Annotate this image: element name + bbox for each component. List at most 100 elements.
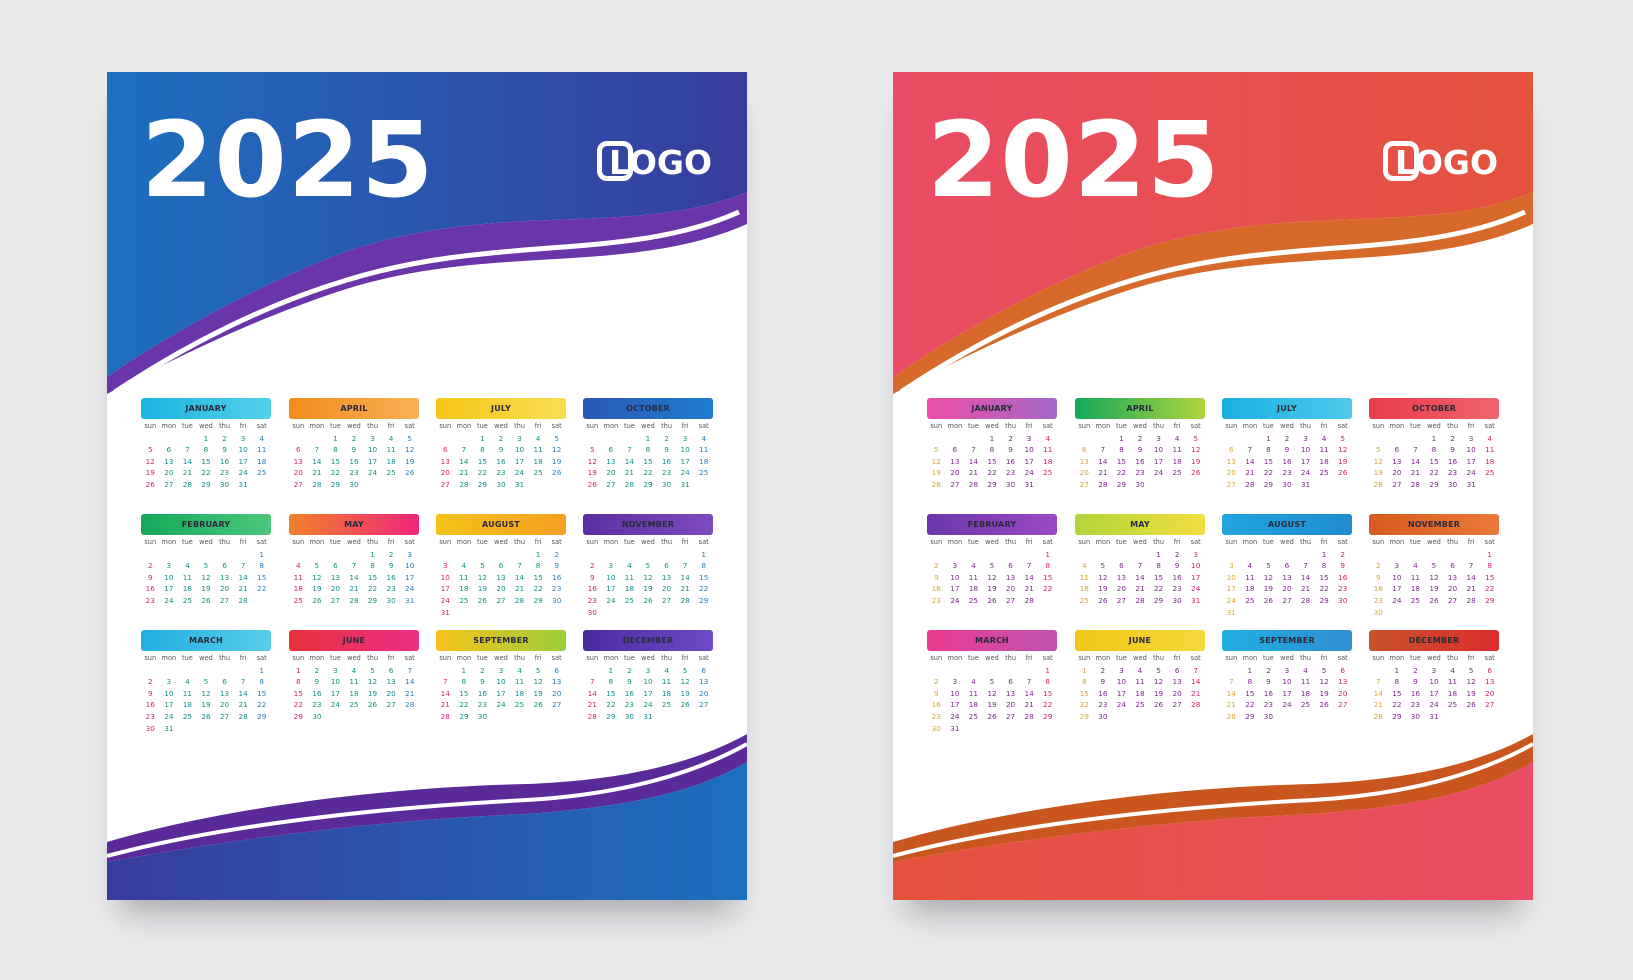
day-cell: 18 (968, 584, 979, 594)
weekday-label: sun (930, 654, 943, 662)
day-cell: 28 (624, 479, 635, 489)
day-cell: 26 (1429, 595, 1439, 605)
day-cell: 10 (1024, 445, 1034, 455)
day-cell: 16 (1005, 456, 1016, 466)
day-grid: sun mon tue wed thu fri sat 1 2 3 4 5 6 7 8 9 10 11 12 13 14… (289, 537, 419, 607)
weekday-label: thu (1005, 538, 1017, 546)
empty-cell (1075, 433, 1094, 445)
day-cell: 30 (349, 479, 359, 489)
day-cell: 31 (405, 595, 415, 605)
weekday-label: thu (514, 654, 526, 662)
day-cell: 17 (164, 700, 174, 710)
day-cell: 23 (312, 700, 322, 710)
day-cell: 29 (1263, 479, 1274, 489)
empty-cell (215, 665, 234, 677)
day-cell: 4 (1487, 433, 1493, 443)
day-cell: 2 (388, 549, 394, 559)
day-cell: 16 (931, 584, 941, 594)
day-cell: 5 (147, 445, 153, 455)
day-cell: 9 (1375, 572, 1381, 582)
day-cell: 2 (1340, 549, 1346, 559)
day-cell: 2 (480, 665, 485, 675)
empty-cell (1369, 665, 1388, 677)
day-cell: 20 (164, 468, 174, 478)
weekday-label: tue (330, 538, 341, 546)
day-cell: 16 (145, 700, 155, 710)
empty-cell (927, 665, 946, 677)
weekday-label: sun (586, 654, 599, 662)
day-cell: 30 (386, 595, 396, 605)
top-band (107, 72, 747, 377)
day-cell: 7 (1247, 445, 1253, 455)
day-cell: 18 (1172, 456, 1182, 466)
day-cell: 15 (699, 572, 709, 582)
day-cell: 12 (312, 572, 322, 582)
day-cell: 8 (645, 445, 651, 455)
day-cell: 30 (1282, 479, 1292, 489)
day-cell: 3 (442, 561, 448, 571)
day-cell: 27 (1392, 479, 1402, 489)
day-cell: 23 (1447, 468, 1458, 478)
day-cell: 25 (1485, 468, 1495, 478)
month-august: AUGUST sun mon tue wed thu fri sat 1 2 3 4 5 6 7 8 9 10 11… (1222, 514, 1352, 622)
day-cell: 1 (1321, 549, 1327, 559)
day-cell: 18 (1043, 456, 1053, 466)
day-cell: 13 (219, 572, 230, 582)
day-cell: 3 (608, 561, 614, 571)
weekday-label: wed (1280, 538, 1294, 546)
day-cell: 15 (533, 572, 543, 582)
day-cell: 23 (145, 711, 155, 721)
weekday-label: fri (239, 422, 247, 430)
day-cell: 29 (477, 479, 488, 489)
day-cell: 1 (989, 433, 995, 443)
weekday-label: thu (661, 538, 673, 546)
day-cell: 24 (950, 595, 960, 605)
day-cell: 27 (1005, 595, 1016, 605)
day-cell: 21 (968, 468, 979, 478)
weekday-label: thu (219, 422, 231, 430)
day-cell: 13 (1172, 677, 1182, 687)
day-cell: 21 (440, 700, 450, 710)
day-cell: 6 (295, 445, 301, 455)
day-cell: 20 (1226, 468, 1236, 478)
month-header: AUGUST (1222, 514, 1352, 535)
day-cell: 10 (164, 688, 174, 698)
day-cell: 7 (407, 665, 413, 675)
day-cell: 31 (643, 711, 653, 721)
day-cell: 23 (1005, 468, 1016, 478)
day-cell: 1 (370, 549, 375, 559)
day-cell: 19 (1466, 688, 1476, 698)
weekday-label: tue (1263, 422, 1274, 430)
day-cell: 3 (517, 433, 522, 443)
day-cell: 1 (1119, 433, 1124, 443)
day-cell: 21 (1373, 700, 1383, 710)
day-grid: sun mon tue wed thu fri sat 1 2 3 4 5 6 7 8 9 10 11 12 13 14… (141, 537, 271, 607)
day-cell: 19 (201, 700, 211, 710)
day-cell: 30 (1263, 711, 1274, 721)
day-cell: 15 (201, 456, 211, 466)
day-cell: 12 (1429, 572, 1439, 582)
day-cell: 25 (459, 595, 469, 605)
day-cell: 27 (496, 595, 506, 605)
weekday-label: wed (985, 654, 999, 662)
day-grid: sun mon tue wed thu fri sat 1 2 3 4 5 6 7 8 9 10 11 12 13 14… (583, 653, 713, 723)
empty-cell (197, 665, 216, 677)
month-header: SEPTEMBER (436, 630, 566, 651)
day-cell: 2 (1174, 549, 1180, 559)
day-cell: 6 (1008, 677, 1013, 687)
day-cell: 1 (608, 665, 614, 675)
day-cell: 8 (203, 445, 209, 455)
weekday-label: sat (551, 654, 562, 662)
day-cell: 2 (351, 433, 357, 443)
empty-cell (178, 549, 197, 561)
day-cell: 19 (1319, 688, 1329, 698)
day-cell: 7 (240, 561, 246, 571)
month-july: JULY sun mon tue wed thu fri sat 1 2 3 4 5 6 7 8 9 10 11 12… (436, 398, 566, 506)
day-cell: 22 (1319, 584, 1329, 594)
weekday-label: wed (641, 538, 655, 546)
day-cell: 28 (1373, 711, 1383, 721)
day-cell: 17 (1116, 688, 1127, 698)
day-cell: 30 (1410, 711, 1421, 721)
day-cell: 4 (1450, 665, 1455, 675)
day-cell: 25 (1043, 468, 1053, 478)
